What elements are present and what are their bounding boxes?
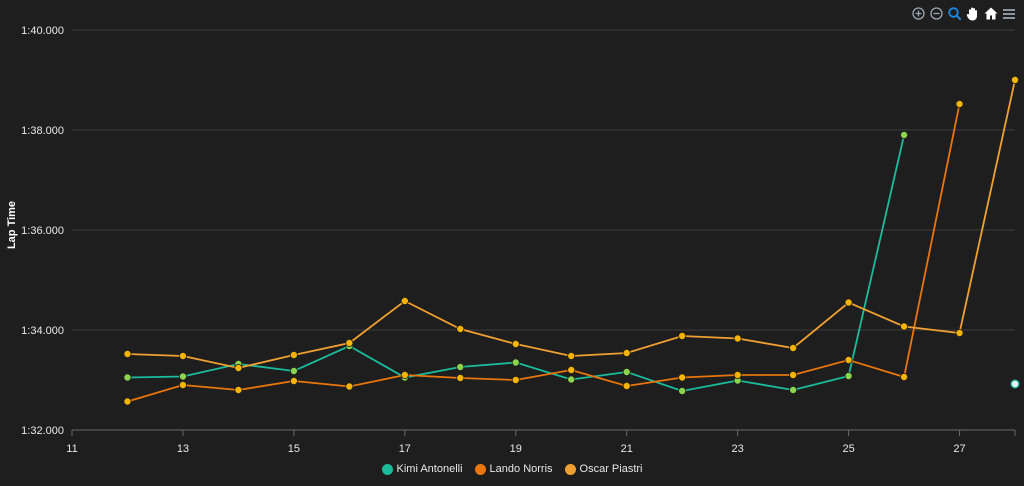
series-points [123, 76, 1020, 406]
zoom-in-icon[interactable] [911, 6, 926, 21]
legend-label: Lando Norris [489, 463, 553, 475]
data-point-lando-norris[interactable] [622, 381, 631, 390]
x-tick-label: 15 [288, 443, 300, 455]
data-point-oscar-piastri[interactable] [456, 324, 465, 333]
y-tick-label: 1:34.000 [21, 325, 64, 337]
data-point-oscar-piastri[interactable] [789, 343, 798, 352]
data-point-kimi-antonelli[interactable] [511, 358, 520, 367]
x-tick-label: 23 [732, 443, 744, 455]
data-point-lando-norris[interactable] [844, 355, 853, 364]
data-point-oscar-piastri[interactable] [345, 338, 354, 347]
series-line-lando-norris [127, 103, 961, 403]
x-tick-label: 13 [177, 443, 189, 455]
x-tick-label: 19 [510, 443, 522, 455]
y-axis-title: Lap Time [6, 201, 18, 249]
data-point-lando-norris[interactable] [733, 370, 742, 379]
legend-label: Oscar Piastri [579, 463, 643, 475]
data-point-lando-norris[interactable] [678, 373, 687, 382]
data-point-oscar-piastri[interactable] [678, 331, 687, 340]
data-point-oscar-piastri[interactable] [289, 350, 298, 359]
data-point-oscar-piastri[interactable] [123, 349, 132, 358]
data-point-oscar-piastri[interactable] [511, 339, 520, 348]
legend-item-kimi-antonelli[interactable]: Kimi Antonelli [381, 463, 463, 475]
data-point-kimi-antonelli[interactable] [1010, 379, 1020, 389]
data-point-lando-norris[interactable] [234, 385, 243, 394]
data-point-oscar-piastri[interactable] [178, 351, 187, 360]
series-line-kimi-antonelli [127, 134, 905, 392]
legend-swatch [564, 463, 576, 475]
data-point-lando-norris[interactable] [178, 380, 187, 389]
data-point-oscar-piastri[interactable] [955, 328, 964, 337]
data-point-oscar-piastri[interactable] [234, 363, 243, 372]
data-point-kimi-antonelli[interactable] [178, 372, 187, 381]
data-point-oscar-piastri[interactable] [400, 296, 409, 305]
y-tick-label: 1:36.000 [21, 225, 64, 237]
data-point-lando-norris[interactable] [123, 397, 132, 406]
data-point-oscar-piastri[interactable] [844, 298, 853, 307]
data-point-kimi-antonelli[interactable] [900, 130, 909, 139]
x-tick-label: 25 [842, 443, 854, 455]
data-point-kimi-antonelli[interactable] [844, 371, 853, 380]
legend-item-lando-norris[interactable]: Lando Norris [474, 463, 553, 475]
y-tick-label: 1:40.000 [21, 25, 64, 37]
data-point-kimi-antonelli[interactable] [123, 373, 132, 382]
grid-lines [72, 29, 1015, 431]
home-reset-icon[interactable] [983, 6, 998, 21]
data-point-lando-norris[interactable] [789, 370, 798, 379]
data-point-lando-norris[interactable] [289, 376, 298, 385]
legend-item-oscar-piastri[interactable]: Oscar Piastri [564, 463, 643, 475]
data-point-lando-norris[interactable] [456, 373, 465, 382]
data-point-oscar-piastri[interactable] [567, 351, 576, 360]
data-point-kimi-antonelli[interactable] [678, 386, 687, 395]
data-point-lando-norris[interactable] [955, 100, 964, 109]
data-point-lando-norris[interactable] [567, 365, 576, 374]
data-point-kimi-antonelli[interactable] [622, 367, 631, 376]
data-point-lando-norris[interactable] [900, 372, 909, 381]
data-point-kimi-antonelli[interactable] [567, 375, 576, 384]
x-tick-label: 27 [953, 443, 965, 455]
legend-swatch [381, 463, 393, 475]
zoom-selection-icon[interactable] [947, 6, 962, 21]
pan-hand-icon[interactable] [965, 6, 980, 21]
data-point-lando-norris[interactable] [400, 370, 409, 379]
legend-swatch [474, 463, 486, 475]
data-point-oscar-piastri[interactable] [622, 348, 631, 357]
y-tick-label: 1:38.000 [21, 125, 64, 137]
data-point-kimi-antonelli[interactable] [789, 385, 798, 394]
menu-icon[interactable] [1001, 6, 1016, 21]
data-point-kimi-antonelli[interactable] [289, 366, 298, 375]
x-axis: 11 13 15 17 19 21 23 25 27 [66, 430, 1016, 455]
zoom-out-icon[interactable] [929, 6, 944, 21]
y-axis: 1:32.000 1:34.000 1:36.000 1:38.000 1:40.000 [21, 25, 64, 437]
data-point-lando-norris[interactable] [511, 375, 520, 384]
series-line-oscar-piastri [127, 79, 1016, 369]
y-tick-label: 1:32.000 [21, 425, 64, 437]
legend-label: Kimi Antonelli [396, 463, 463, 475]
x-tick-label: 21 [621, 443, 633, 455]
data-point-oscar-piastri[interactable] [1011, 76, 1020, 85]
data-point-kimi-antonelli[interactable] [456, 362, 465, 371]
data-point-lando-norris[interactable] [345, 382, 354, 391]
data-point-oscar-piastri[interactable] [900, 322, 909, 331]
x-tick-label: 17 [399, 443, 411, 455]
legend: Kimi Antonelli Lando Norris Oscar Piastri [0, 463, 1024, 475]
chart-toolbar [911, 6, 1016, 21]
data-point-oscar-piastri[interactable] [733, 334, 742, 343]
x-tick-label: 11 [66, 443, 77, 455]
